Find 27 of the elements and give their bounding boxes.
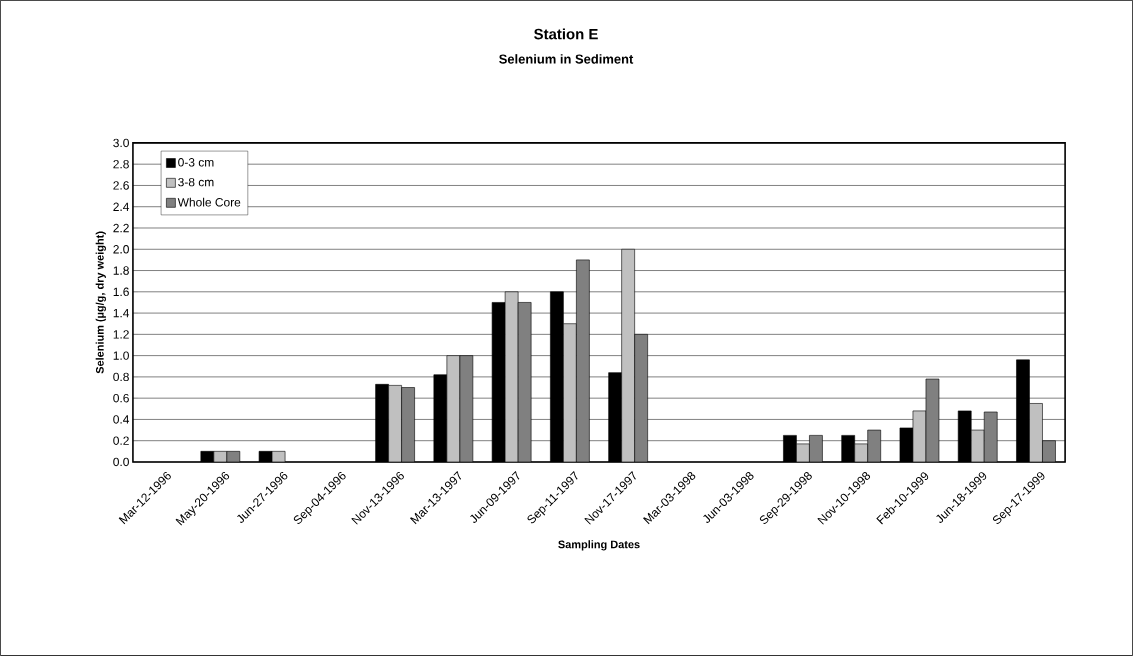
- y-tick-label: 1.4: [113, 309, 130, 318]
- x-axis-title: Sampling Dates: [558, 540, 640, 551]
- y-tick-label: 2.8: [113, 160, 129, 169]
- y-tick-label: 0.8: [113, 372, 129, 382]
- bar: [621, 249, 635, 463]
- legend-label: 0-3 cm: [178, 158, 214, 167]
- chart-subtitle: Selenium in Sediment: [499, 54, 634, 64]
- y-tick-label: 2.4: [113, 202, 130, 211]
- y-tick-label: 0.4: [113, 415, 130, 424]
- y-tick-label: 0.0: [113, 457, 129, 467]
- y-tick-label: 1.0: [113, 351, 129, 360]
- chart-title: Station E: [534, 28, 598, 40]
- legend-label: 3-8 cm: [178, 177, 214, 187]
- legend-label: Whole Core: [177, 197, 241, 207]
- y-tick-label: 1.2: [113, 330, 129, 339]
- y-tick-label: 3.0: [113, 138, 129, 148]
- y-tick-label: 2.2: [113, 223, 129, 233]
- y-tick-label: 1.8: [113, 266, 129, 275]
- bar: [388, 385, 402, 463]
- y-tick-label: 0.6: [113, 393, 129, 403]
- y-tick-label: 2.6: [113, 181, 129, 190]
- y-axis-title: Selenium (µg/g, dry weight): [95, 231, 106, 374]
- bar: [1029, 403, 1043, 463]
- y-tick-label: 1.6: [113, 287, 129, 297]
- bar: [563, 323, 577, 463]
- y-tick-label: 0.2: [113, 436, 129, 445]
- y-tick-label: 2.0: [113, 245, 129, 254]
